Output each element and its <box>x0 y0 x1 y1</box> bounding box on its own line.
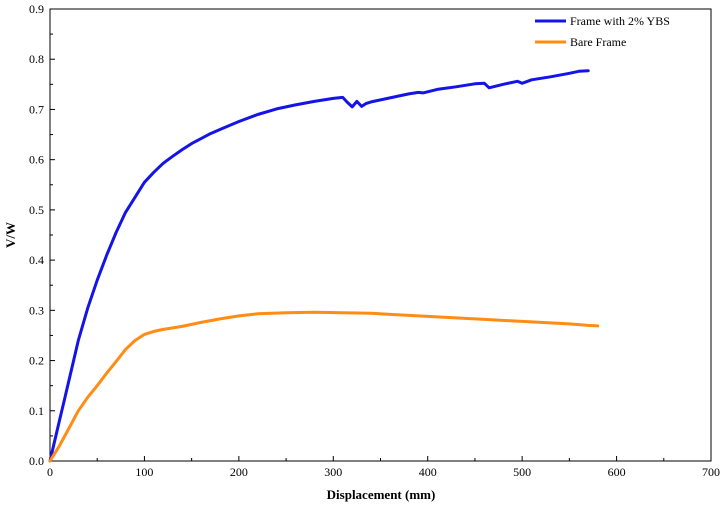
series-line-frame-with-ybs <box>48 69 590 463</box>
y-tick-label: 0.9 <box>29 2 44 16</box>
series-layer <box>48 69 600 463</box>
x-tick-label: 500 <box>513 465 531 479</box>
x-tick-label: 100 <box>135 465 153 479</box>
x-tick-label: 400 <box>419 465 437 479</box>
plot-frame <box>49 8 712 462</box>
legend-label: Bare Frame <box>570 35 626 49</box>
x-tick-label: 200 <box>230 465 248 479</box>
y-tick-label: 0.4 <box>29 253 44 267</box>
y-tick-label: 0.0 <box>29 454 44 468</box>
x-tick-label: 0 <box>47 465 53 479</box>
x-tick-label: 300 <box>324 465 342 479</box>
y-tick-label: 0.6 <box>29 153 44 167</box>
x-axis-title: Displacement (mm) <box>327 487 436 502</box>
x-tick-label: 700 <box>702 465 720 479</box>
y-axis-title: V/W <box>3 222 18 248</box>
x-tick-label: 600 <box>608 465 626 479</box>
legend: Frame with 2% YBS Bare Frame <box>535 14 670 49</box>
legend-label: Frame with 2% YBS <box>570 14 670 28</box>
y-tick-label: 0.3 <box>29 303 44 317</box>
y-tick-label: 0.5 <box>29 203 44 217</box>
axes-layer: 0 100 200 300 400 500 600 700 0.0 0.1 0.2 0.3 0.4 0.5… <box>29 2 720 479</box>
y-tick-label: 0.1 <box>29 404 44 418</box>
y-tick-label: 0.7 <box>29 102 44 116</box>
y-tick-label: 0.8 <box>29 52 44 66</box>
series-line-bare-frame <box>48 310 600 463</box>
y-tick-label: 0.2 <box>29 354 44 368</box>
